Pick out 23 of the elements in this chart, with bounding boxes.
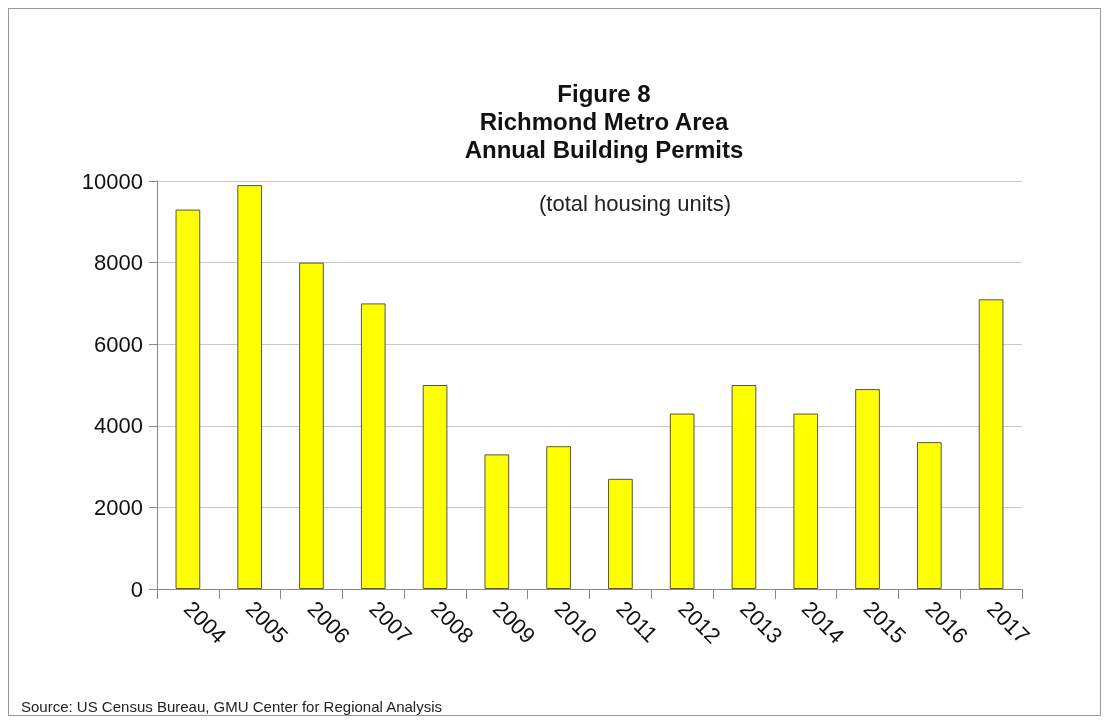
y-tick-label: 10000 [81,168,143,194]
bar [916,442,942,589]
y-tick-label: 8000 [94,250,143,276]
source-note: Source: US Census Bureau, GMU Center for Regional Analysis [21,698,443,715]
bar [175,209,201,589]
bar [978,299,1004,589]
bar [669,413,695,589]
chart-subtitle: (total housing units) [539,190,731,216]
y-tick-label: 0 [130,576,143,602]
y-tick-label: 6000 [94,331,143,357]
bar [422,385,448,589]
bar [299,262,324,589]
bar [855,389,880,589]
bar [731,385,757,589]
y-tick-label: 2000 [94,494,143,520]
bar [793,413,819,589]
bar [484,454,510,589]
bar [360,303,386,589]
y-tick-label: 4000 [94,413,143,439]
bar [608,478,633,589]
chart-title: Figure 8 Richmond Metro Area Annual Building Permits [464,79,744,163]
bar [237,185,263,589]
bar [546,446,571,589]
